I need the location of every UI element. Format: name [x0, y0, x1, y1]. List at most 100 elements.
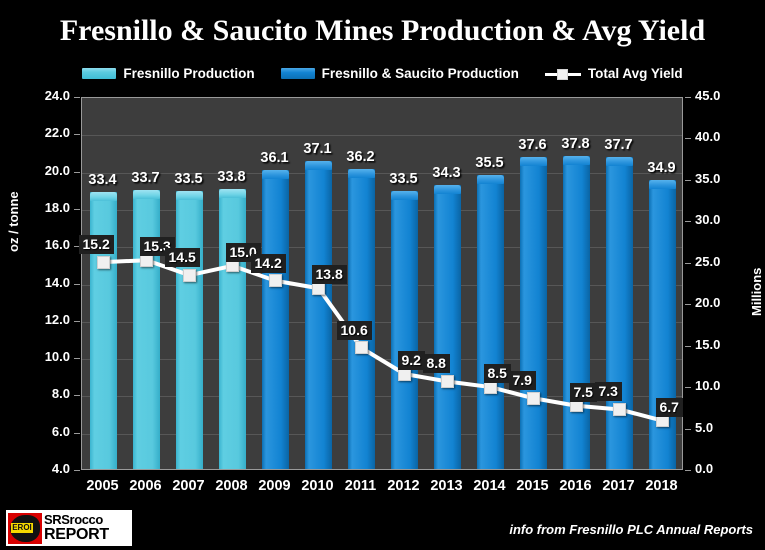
y-axis-right-tick-mark [685, 387, 691, 389]
logo-line-2: REPORT [44, 526, 109, 543]
bar-2010[interactable] [305, 161, 332, 469]
eroi-label: EROI [11, 522, 33, 533]
y-axis-right-tick-label: 25.0 [695, 253, 721, 269]
bar-2008[interactable] [219, 188, 246, 469]
bar-value-label-2009: 36.1 [260, 149, 289, 166]
y-axis-left-tick-label: 14.0 [44, 274, 70, 290]
line-value-label-2015: 7.9 [508, 371, 536, 391]
bar-cap [348, 168, 375, 178]
y-axis-right-tick-label: 35.0 [695, 170, 721, 186]
x-axis-tick-2015: 2015 [516, 478, 549, 494]
y-axis-left-tick-mark [74, 432, 80, 434]
bar-value-label-2006: 33.7 [131, 169, 160, 186]
line-value-label-2016: 7.5 [569, 382, 597, 402]
line-value-label-2013: 8.8 [422, 354, 450, 374]
bar-2012[interactable] [391, 191, 418, 469]
x-axis-tick-2018: 2018 [645, 478, 678, 494]
gridline [82, 396, 682, 398]
bar-2017[interactable] [606, 156, 633, 469]
x-axis-tick-2013: 2013 [430, 478, 463, 494]
bar-2014[interactable] [477, 174, 504, 469]
line-value-label-2011: 10.6 [336, 320, 372, 340]
eroi-logo-icon: EROI [8, 512, 42, 544]
bar-cap [649, 179, 676, 189]
legend-label: Total Avg Yield [587, 66, 683, 81]
bar-value-label-2016: 37.8 [561, 135, 590, 152]
legend-label: Fresnillo Production [123, 66, 255, 81]
line-marker-2015[interactable] [527, 391, 540, 405]
bar-cap [90, 192, 117, 202]
bar-value-label-2008: 33.8 [217, 168, 246, 185]
y-axis-left-tick-label: 24.0 [44, 88, 70, 103]
gridline [82, 284, 682, 286]
line-value-label-2009: 14.2 [250, 253, 286, 273]
gridline [82, 209, 682, 211]
line-marker-2013[interactable] [441, 374, 454, 388]
legend-item-total-avg-yield[interactable]: Total Avg Yield [544, 66, 683, 81]
y-axis-left-tick-mark [74, 283, 80, 285]
logo-line-1: SRSrocco [44, 512, 103, 527]
y-axis-right-tick-mark [685, 179, 691, 181]
y-axis-right-tick-mark [685, 345, 691, 347]
y-axis-right-tick-mark [685, 97, 691, 98]
bar-2015[interactable] [520, 157, 547, 469]
bar-2011[interactable] [348, 168, 375, 469]
y-axis-left-tick-label: 6.0 [51, 423, 70, 439]
y-axis-left-tick-mark [74, 358, 80, 360]
x-axis-tick-2011: 2011 [344, 478, 377, 494]
chart-legend: Fresnillo Production Fresnillo & Saucito… [0, 66, 765, 81]
line-value-label-2005: 15.2 [78, 235, 114, 255]
bar-value-label-2007: 33.5 [174, 171, 203, 188]
x-axis-tick-2016: 2016 [559, 478, 592, 494]
legend-item-fresnillo-production[interactable]: Fresnillo Production [82, 66, 255, 81]
bar-2007[interactable] [176, 191, 203, 469]
gridline [82, 247, 682, 249]
x-axis-tick-2014: 2014 [473, 478, 506, 494]
line-value-label-2012: 9.2 [397, 351, 425, 371]
y-axis-left-tick-label: 4.0 [51, 461, 70, 476]
bar-2006[interactable] [133, 189, 160, 469]
y-axis-right-tick-label: 45.0 [695, 88, 721, 103]
y-axis-left-tick-label: 18.0 [44, 199, 70, 215]
bar-value-label-2017: 37.7 [604, 136, 633, 153]
x-axis-tick-2006: 2006 [129, 478, 162, 494]
line-marker-2007[interactable] [183, 268, 196, 282]
line-marker-icon [544, 68, 581, 80]
y-axis-left-tick-mark [74, 171, 80, 173]
blue-bar-swatch-icon [280, 68, 315, 79]
bar-value-label-2014: 35.5 [475, 154, 504, 171]
plot-area [81, 97, 683, 470]
y-axis-left-tick-mark [74, 320, 80, 322]
line-marker-2011[interactable] [355, 341, 368, 355]
legend-item-fresnillo-saucito-production[interactable]: Fresnillo & Saucito Production [280, 66, 519, 81]
bar-cap [133, 189, 160, 199]
y-axis-label-right: Millions [749, 267, 764, 316]
page-title: Fresnillo & Saucito Mines Production & A… [59, 14, 706, 47]
y-axis-right-tick-label: 40.0 [695, 129, 721, 145]
y-axis-left-tick-mark [74, 395, 80, 397]
x-axis-tick-2007: 2007 [172, 478, 205, 494]
x-axis-tick-2010: 2010 [301, 478, 334, 494]
y-axis-left-tick-mark [74, 246, 80, 248]
y-axis-right-tick-mark [685, 428, 691, 430]
bar-cap [520, 157, 547, 167]
bar-cap [305, 161, 332, 171]
y-axis-left-tick-label: 10.0 [44, 349, 70, 365]
y-axis-right-tick-mark [685, 470, 691, 471]
bar-2013[interactable] [434, 184, 461, 469]
y-axis-right-tick-label: 0.0 [695, 461, 714, 476]
line-marker-2009[interactable] [269, 274, 282, 288]
line-marker-2005[interactable] [97, 255, 110, 269]
y-axis-left-tick-mark [74, 208, 80, 210]
line-marker-2017[interactable] [613, 402, 626, 416]
bar-2016[interactable] [563, 155, 590, 469]
y-axis-right-tick-label: 10.0 [695, 378, 721, 394]
x-axis-tick-2005: 2005 [86, 478, 119, 494]
legend-label: Fresnillo & Saucito Production [321, 66, 519, 81]
bar-cap [606, 156, 633, 166]
y-axis-left-tick-label: 8.0 [51, 386, 70, 402]
bar-2009[interactable] [262, 169, 289, 469]
bar-cap [219, 188, 246, 198]
y-axis-right-tick-label: 20.0 [695, 295, 721, 311]
